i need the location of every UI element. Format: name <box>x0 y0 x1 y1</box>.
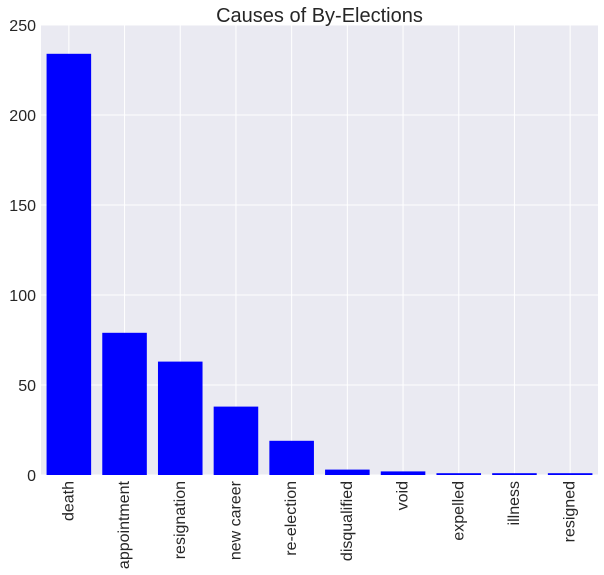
x-tick-label: void <box>395 481 412 510</box>
y-axis-ticks: 0 50 100 150 200 250 <box>9 18 36 485</box>
bar-re-election <box>269 440 314 475</box>
bar-expelled <box>436 473 482 475</box>
bar-illness <box>492 473 537 475</box>
x-axis-ticks: death appointment resignation new career re-… <box>60 480 578 569</box>
bar-disqualified <box>325 469 370 475</box>
chart-title: Causes of By-Elections <box>216 5 423 27</box>
x-tick-label: re-election <box>283 481 300 556</box>
y-tick-label: 150 <box>9 198 36 215</box>
x-tick-label: expelled <box>450 481 467 541</box>
bar-resignation <box>157 361 203 475</box>
x-tick-label: resignation <box>172 481 189 559</box>
bar-new-career <box>213 406 259 475</box>
x-tick-label: illness <box>506 481 523 525</box>
x-tick-label: disqualified <box>339 481 356 561</box>
bar-appointment <box>102 332 147 475</box>
grid <box>41 24 598 476</box>
bar-death <box>46 53 92 476</box>
y-tick-label: 200 <box>9 108 36 125</box>
y-tick-label: 100 <box>9 288 36 305</box>
x-tick-label: appointment <box>116 480 133 569</box>
x-tick-label: death <box>60 481 77 521</box>
y-tick-label: 50 <box>18 378 36 395</box>
y-tick-label: 0 <box>27 468 36 485</box>
x-tick-label: resigned <box>562 481 579 542</box>
bars <box>46 53 593 476</box>
bar-void <box>380 471 426 475</box>
bar-resigned <box>547 473 593 475</box>
y-tick-label: 250 <box>9 18 36 35</box>
x-tick-label: new career <box>227 480 244 560</box>
